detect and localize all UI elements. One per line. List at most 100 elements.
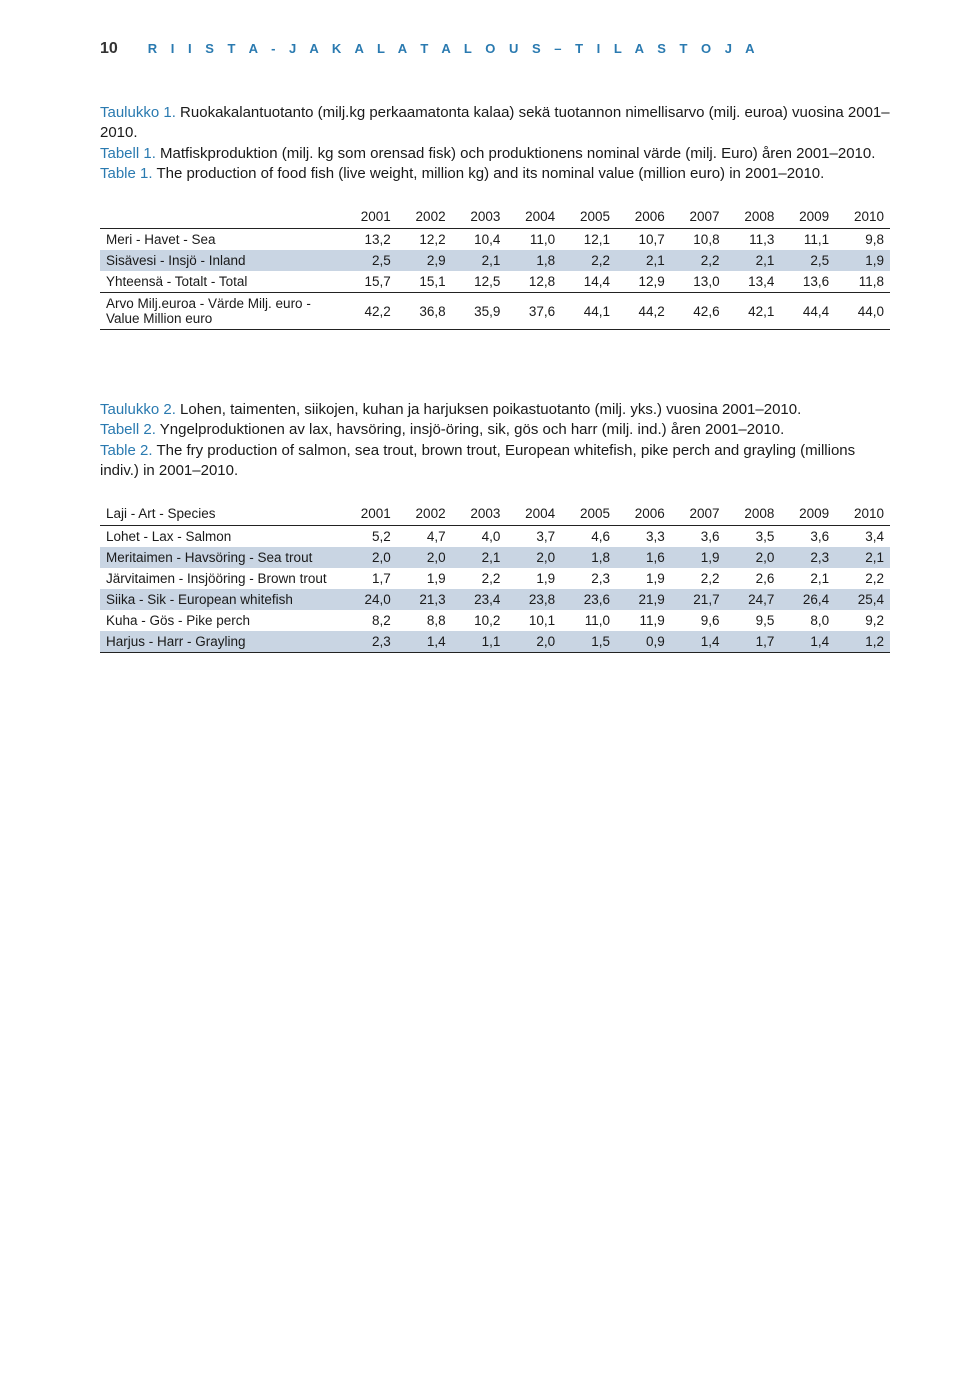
col-header-year: 2009 [780,206,835,229]
cell-value: 1,6 [616,547,671,568]
cell-value: 3,7 [506,526,561,548]
table-row: Harjus - Harr - Grayling2,31,41,12,01,50… [100,631,890,653]
cell-value: 2,2 [561,250,616,271]
table-row: Siika - Sik - European whitefish24,021,3… [100,589,890,610]
cell-value: 1,9 [671,547,726,568]
caption-lead: Taulukko 2. [100,401,176,418]
cell-value: 2,5 [342,250,397,271]
cell-value: 21,7 [671,589,726,610]
cell-value: 2,1 [726,250,781,271]
cell-value: 2,1 [616,250,671,271]
table-row: Lohet - Lax - Salmon5,24,74,03,74,63,33,… [100,526,890,548]
cell-value: 1,8 [561,547,616,568]
cell-value: 12,1 [561,229,616,251]
cell-value: 23,4 [452,589,507,610]
cell-value: 8,2 [342,610,397,631]
cell-value: 25,4 [835,589,890,610]
row-label: Meritaimen - Havsöring - Sea trout [100,547,342,568]
cell-value: 15,1 [397,271,452,293]
cell-value: 21,3 [397,589,452,610]
cell-value: 12,5 [452,271,507,293]
cell-value: 2,2 [671,568,726,589]
cell-value: 1,4 [780,631,835,653]
row-label: Kuha - Gös - Pike perch [100,610,342,631]
table1: 2001200220032004200520062007200820092010… [100,206,890,330]
running-title: R I I S T A - J A K A L A T A L O U S – … [148,41,760,56]
table2-body: Lohet - Lax - Salmon5,24,74,03,74,63,33,… [100,526,890,653]
cell-value: 1,8 [506,250,561,271]
cell-value: 13,2 [342,229,397,251]
cell-value: 2,2 [671,250,726,271]
row-label: Lohet - Lax - Salmon [100,526,342,548]
cell-value: 9,6 [671,610,726,631]
page-container: 10 R I I S T A - J A K A L A T A L O U S… [0,0,960,803]
cell-value: 12,9 [616,271,671,293]
cell-value: 10,8 [671,229,726,251]
cell-value: 44,4 [780,293,835,330]
cell-value: 37,6 [506,293,561,330]
cell-value: 2,0 [342,547,397,568]
col-header-species: Laji - Art - Species [100,503,342,526]
col-header-blank [100,206,342,229]
cell-value: 11,3 [726,229,781,251]
cell-value: 21,9 [616,589,671,610]
cell-value: 1,4 [671,631,726,653]
cell-value: 2,0 [726,547,781,568]
table-row: Sisävesi - Insjö - Inland2,52,92,11,82,2… [100,250,890,271]
col-header-year: 2001 [342,206,397,229]
col-header-year: 2007 [671,206,726,229]
cell-value: 2,0 [506,631,561,653]
caption-line-sv: Tabell 2. Yngelproduktionen av lax, havs… [100,420,890,440]
cell-value: 9,8 [835,229,890,251]
caption-line-en: Table 2. The fry production of salmon, s… [100,441,890,482]
col-header-year: 2008 [726,206,781,229]
cell-value: 1,7 [726,631,781,653]
col-header-year: 2007 [671,503,726,526]
table2-caption: Taulukko 2. Lohen, taimenten, siikojen, … [100,400,890,481]
caption-lead: Table 1. [100,165,153,182]
cell-value: 2,5 [780,250,835,271]
table-row: Järvitaimen - Insjööring - Brown trout1,… [100,568,890,589]
cell-value: 1,9 [835,250,890,271]
cell-value: 42,6 [671,293,726,330]
table-row: Meritaimen - Havsöring - Sea trout2,02,0… [100,547,890,568]
col-header-year: 2002 [397,503,452,526]
table1-head: 2001200220032004200520062007200820092010 [100,206,890,229]
header-bar: 10 R I I S T A - J A K A L A T A L O U S… [100,40,890,58]
cell-value: 4,6 [561,526,616,548]
cell-value: 12,2 [397,229,452,251]
cell-value: 42,1 [726,293,781,330]
cell-value: 1,7 [342,568,397,589]
caption-lead: Taulukko 1. [100,104,176,121]
caption-text: The fry production of salmon, sea trout,… [100,442,855,479]
table1-header-row: 2001200220032004200520062007200820092010 [100,206,890,229]
col-header-year: 2003 [452,206,507,229]
caption-text: The production of food fish (live weight… [153,165,825,182]
cell-value: 9,2 [835,610,890,631]
cell-value: 44,0 [835,293,890,330]
caption-text: Ruokakalantuotanto (milj.kg perkaamatont… [100,104,890,141]
cell-value: 2,6 [726,568,781,589]
caption-text: Yngelproduktionen av lax, havsöring, ins… [156,421,784,438]
cell-value: 11,0 [561,610,616,631]
cell-value: 1,9 [506,568,561,589]
cell-value: 2,9 [397,250,452,271]
cell-value: 2,1 [452,547,507,568]
col-header-year: 2004 [506,206,561,229]
col-header-year: 2001 [342,503,397,526]
cell-value: 2,3 [780,547,835,568]
cell-value: 1,9 [616,568,671,589]
cell-value: 13,4 [726,271,781,293]
cell-value: 24,7 [726,589,781,610]
cell-value: 2,1 [835,547,890,568]
table2: Laji - Art - Species20012002200320042005… [100,503,890,653]
col-header-year: 2002 [397,206,452,229]
cell-value: 0,9 [616,631,671,653]
col-header-year: 2003 [452,503,507,526]
cell-value: 2,2 [452,568,507,589]
col-header-year: 2010 [835,503,890,526]
row-label: Yhteensä - Totalt - Total [100,271,342,293]
row-label: Järvitaimen - Insjööring - Brown trout [100,568,342,589]
cell-value: 14,4 [561,271,616,293]
cell-value: 35,9 [452,293,507,330]
